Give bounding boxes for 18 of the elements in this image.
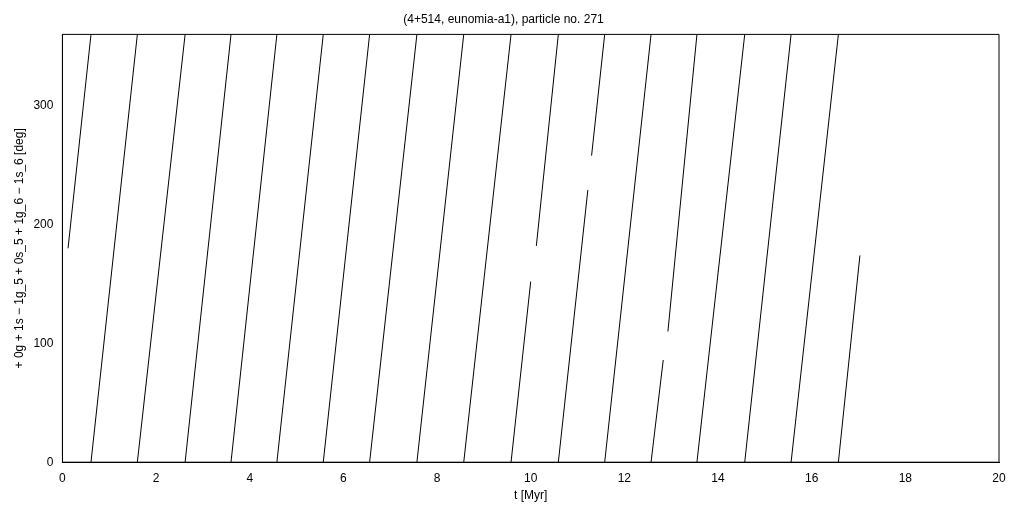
- x-tick-label: 16: [805, 470, 819, 485]
- x-axis-title: t [Myr]: [514, 488, 548, 503]
- x-tick-label: 18: [898, 470, 913, 485]
- y-axis-title: + 0g + 1s − 1g_5 + 0s_5 + 1g_6 − 1s_6 [deg]: [11, 128, 26, 369]
- chart-title: (4+514, eunomia-a1), particle no. 271: [403, 11, 605, 26]
- y-tick-label: 300: [33, 98, 54, 113]
- x-tick-label: 6: [340, 470, 348, 485]
- x-tick-label: 10: [524, 470, 538, 485]
- y-tick-label: 200: [33, 216, 54, 231]
- x-tick-label: 8: [433, 470, 441, 485]
- y-tick-label: 100: [33, 335, 54, 350]
- x-tick-label: 4: [246, 470, 254, 485]
- x-tick-label: 0: [59, 470, 67, 485]
- x-tick-label: 12: [617, 470, 632, 485]
- y-tick-label: 0: [46, 454, 54, 469]
- x-tick-label: 14: [711, 470, 726, 485]
- x-tick-label: 20: [992, 470, 1006, 485]
- x-tick-label: 2: [152, 470, 160, 485]
